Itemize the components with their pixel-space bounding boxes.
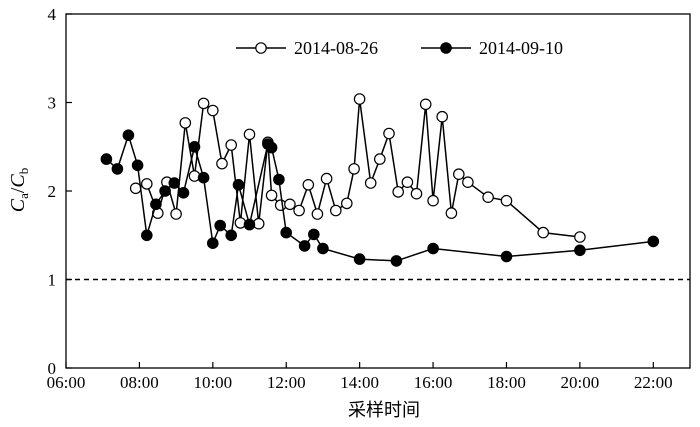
data-point-series-2 (232, 179, 245, 191)
data-point-series-2 (243, 218, 256, 231)
data-point-series-2 (159, 185, 171, 197)
data-point-series-1 (265, 189, 278, 202)
x-tick-label: 14:00 (340, 373, 379, 392)
data-point-series-2 (141, 229, 153, 242)
data-point-series-1 (452, 168, 465, 180)
data-point-series-2 (122, 129, 135, 141)
data-point-series-1 (348, 163, 360, 175)
data-point-series-2 (168, 177, 181, 189)
x-tick-label: 08:00 (120, 373, 159, 392)
y-axis-title-c2: C (7, 174, 29, 188)
data-point-series-2 (353, 253, 366, 265)
legend: 2014-08-26 2014-09-10 (236, 38, 563, 58)
data-point-series-1 (170, 208, 182, 220)
x-tick-label: 18:00 (487, 373, 526, 392)
data-point-series-2 (273, 173, 285, 186)
y-tick-label: 1 (48, 271, 57, 290)
x-tick-label: 16:00 (414, 373, 453, 392)
y-axis-title-sub-a: a (16, 193, 31, 199)
data-point-series-1 (373, 153, 386, 165)
data-point-series-1 (427, 194, 439, 207)
data-point-series-2 (317, 242, 329, 255)
data-point-series-1 (340, 197, 353, 210)
data-point-series-1 (364, 177, 377, 189)
data-point-series-2 (207, 237, 219, 249)
x-tick-label: 12:00 (267, 373, 306, 392)
legend-marker-2 (440, 42, 452, 54)
data-point-series-1 (401, 176, 414, 188)
data-point-series-1 (353, 93, 366, 105)
data-point-series-1 (179, 117, 192, 129)
series-line-1 (135, 98, 580, 238)
legend-label-1: 2014-08-26 (294, 38, 378, 58)
data-point-series-1 (462, 176, 474, 188)
data-point-series-1 (537, 226, 549, 239)
data-point-series-2 (150, 198, 162, 211)
y-tick-label: 2 (48, 182, 57, 201)
data-point-series-2 (111, 163, 124, 175)
axes-layer: 0 1 2 3 4 06:00 08:00 10:00 12:00 14:00 16:00 18:00… (47, 5, 691, 392)
data-point-series-1 (311, 208, 324, 220)
data-point-series-1 (302, 179, 315, 191)
y-axis-title-sub-b: b (16, 168, 31, 175)
legend-label-2: 2014-09-10 (479, 38, 563, 58)
data-point-series-1 (410, 187, 423, 200)
x-tick-label: 20:00 (561, 373, 600, 392)
data-point-series-2 (225, 229, 237, 242)
y-tick-label: 0 (48, 359, 57, 378)
data-point-series-2 (298, 240, 311, 252)
x-tick-label: 10:00 (193, 373, 232, 392)
data-point-series-1 (225, 139, 237, 151)
data-point-series-2 (574, 244, 586, 257)
data-point-series-1 (329, 204, 342, 217)
data-point-series-2 (177, 187, 190, 199)
data-point-series-2 (427, 242, 439, 255)
y-axis-title-slash: / (7, 187, 29, 193)
y-tick-label: 3 (48, 94, 57, 113)
x-tick-label: 06:00 (47, 373, 86, 392)
data-point-series-2 (214, 219, 226, 232)
data-point-series-1 (207, 104, 219, 117)
data-point-series-2 (500, 250, 513, 263)
data-point-series-2 (131, 159, 144, 172)
y-tick-label: 4 (48, 5, 57, 24)
data-point-series-1 (141, 178, 153, 190)
data-point-series-1 (284, 198, 296, 211)
data-point-series-1 (293, 204, 305, 217)
data-point-series-1 (129, 182, 142, 195)
data-point-series-2 (188, 141, 201, 153)
data-point-series-1 (482, 191, 494, 203)
series-layer (100, 93, 660, 267)
data-point-series-1 (445, 207, 458, 219)
data-point-series-1 (197, 97, 210, 110)
data-point-series-1 (320, 172, 333, 185)
data-point-series-2 (647, 235, 660, 248)
data-point-series-2 (265, 141, 278, 154)
data-point-series-1 (243, 128, 256, 141)
x-axis-title: 采样时间 (348, 400, 420, 421)
data-point-series-1 (392, 186, 404, 198)
data-point-series-1 (216, 157, 228, 170)
data-point-series-1 (419, 98, 432, 111)
data-point-series-1 (500, 194, 513, 207)
data-point-series-1 (574, 231, 586, 243)
data-point-series-1 (383, 127, 395, 140)
y-axis-title-c1: C (7, 198, 29, 212)
legend-marker-1 (255, 42, 267, 54)
data-point-series-2 (280, 226, 292, 239)
data-point-series-2 (307, 228, 320, 241)
x-tick-label: 22:00 (634, 373, 673, 392)
data-point-series-1 (436, 110, 448, 123)
data-point-series-2 (197, 171, 210, 184)
data-point-series-2 (100, 153, 113, 165)
y-axis-title: Ca/Cb (7, 168, 31, 213)
data-point-series-2 (390, 255, 403, 267)
